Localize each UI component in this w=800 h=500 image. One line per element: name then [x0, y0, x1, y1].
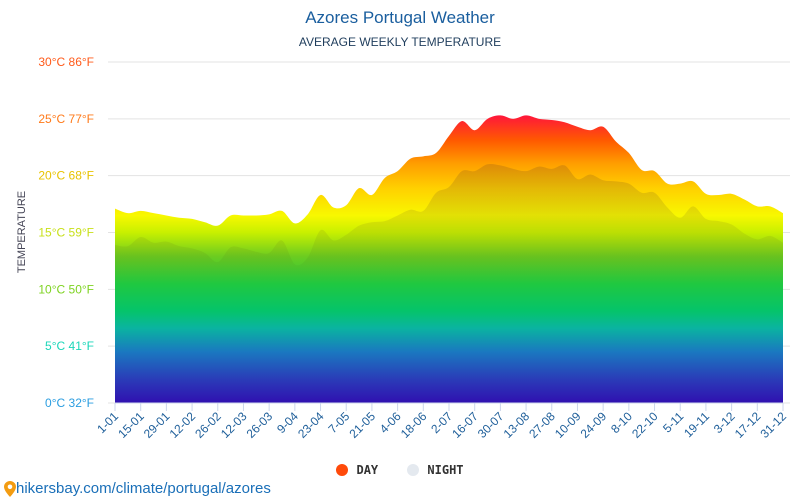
- x-tick-label: 30-07: [475, 409, 507, 441]
- source-link[interactable]: hikersbay.com/climate/portugal/azores: [4, 480, 271, 497]
- x-tick-label: 13-08: [501, 409, 533, 441]
- x-tick-label: 10-09: [552, 409, 584, 441]
- x-tick-label: 16-07: [449, 409, 481, 441]
- legend: DAY NIGHT: [0, 463, 800, 479]
- legend-item-day[interactable]: DAY: [336, 463, 378, 477]
- y-tick-label: 10°C 50°F: [38, 282, 94, 296]
- x-tick-label: 26-03: [244, 409, 276, 441]
- x-tick-label: 29-01: [141, 409, 173, 441]
- x-tick-label: 26-02: [192, 409, 224, 441]
- legend-night-label: NIGHT: [427, 463, 464, 477]
- x-tick-label: 31-12: [758, 409, 790, 441]
- temperature-chart: 1-0115-0129-0112-0226-0212-0326-039-0423…: [38, 55, 790, 441]
- x-tick-label: 15-01: [115, 409, 147, 441]
- x-tick-label: 18-06: [398, 409, 430, 441]
- source-link-text: hikersbay.com/climate/portugal/azores: [16, 480, 271, 497]
- x-tick-label: 22-10: [629, 409, 661, 441]
- y-tick-label: 15°C 59°F: [38, 226, 94, 240]
- night-dot-icon: [407, 464, 420, 476]
- y-tick-label: 5°C 41°F: [45, 339, 94, 353]
- legend-item-night[interactable]: NIGHT: [407, 463, 464, 477]
- x-tick-label: 17-12: [732, 409, 764, 441]
- x-tick-label: 23-04: [295, 409, 327, 441]
- night-area-shade: [115, 163, 783, 403]
- y-tick-label: 25°C 77°F: [38, 112, 94, 126]
- x-tick-label: 24-09: [578, 409, 610, 441]
- x-tick-label: 21-05: [346, 409, 378, 441]
- day-dot-icon: [336, 464, 349, 476]
- y-tick-label: 0°C 32°F: [45, 396, 94, 410]
- map-pin-icon: [4, 480, 16, 497]
- chart-title: Azores Portugal Weather: [305, 8, 495, 27]
- x-tick-label: 19-11: [681, 409, 712, 440]
- x-tick-label: 27-08: [526, 409, 558, 441]
- x-tick-label: 12-03: [218, 409, 250, 441]
- x-tick-label: 12-02: [167, 409, 199, 441]
- y-tick-label: 20°C 68°F: [38, 169, 94, 183]
- y-tick-label: 30°C 86°F: [38, 55, 94, 69]
- legend-day-label: DAY: [356, 463, 379, 477]
- chart-subtitle: AVERAGE WEEKLY TEMPERATURE: [298, 35, 502, 49]
